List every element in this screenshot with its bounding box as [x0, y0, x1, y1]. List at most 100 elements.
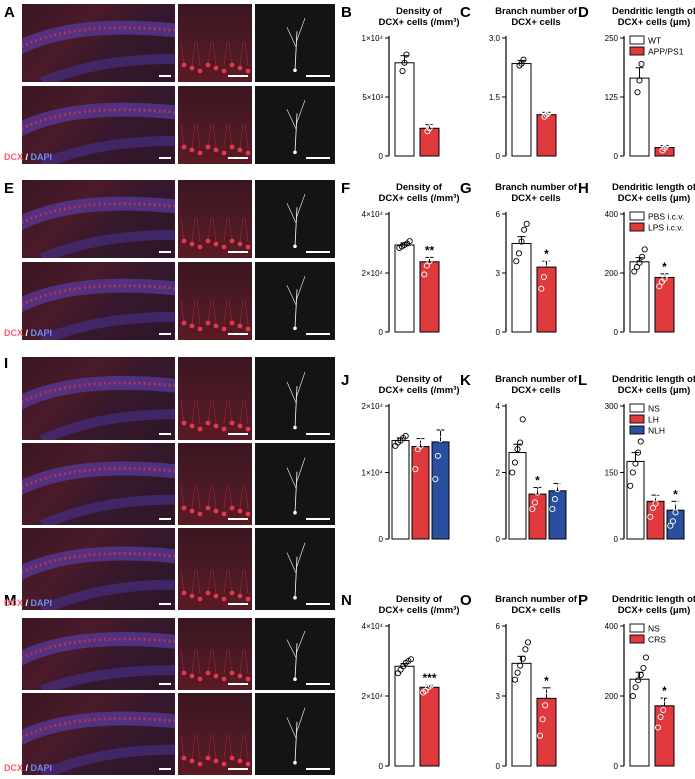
data-point	[657, 713, 664, 721]
dcx-dendrite	[212, 217, 217, 243]
dcx-cell-body	[213, 508, 219, 514]
dcx-dendrite	[196, 299, 201, 325]
row-group-label: NS	[8, 404, 19, 419]
data-point	[672, 509, 679, 516]
data-point	[518, 238, 525, 245]
scale-bar	[228, 768, 248, 770]
data-point	[636, 77, 643, 84]
data-point	[522, 646, 529, 653]
data-point	[666, 267, 673, 274]
dcx-cell-body	[237, 758, 243, 764]
panel-letter-f: F	[341, 180, 351, 197]
dcx-dendrite	[223, 41, 228, 67]
dcx-cell-body	[189, 147, 195, 153]
dcx-dendrite	[244, 299, 249, 325]
legend-swatch	[629, 634, 645, 644]
neuron-soma	[293, 150, 297, 155]
legend-label: LPS i.c.v.	[648, 223, 683, 233]
dentate-gyrus-layer-svg	[22, 375, 175, 440]
bar-ns	[508, 452, 527, 540]
chart-title-line: DCX+ cells (μm)	[618, 385, 691, 396]
data-point	[557, 482, 564, 489]
dcx-dendrite	[244, 649, 249, 675]
micrograph-neuron-trace	[255, 86, 335, 164]
data-point	[402, 432, 409, 439]
dcx-dendrite	[244, 123, 249, 149]
data-point	[537, 482, 544, 489]
dcx-cell-body	[237, 147, 243, 153]
dcx-dendrite	[196, 123, 201, 149]
dcx-cell-body	[197, 68, 203, 74]
micrograph-zoom	[178, 693, 252, 775]
scale-bar	[228, 683, 248, 685]
data-point	[637, 438, 644, 445]
scale-bar	[159, 768, 171, 770]
data-point	[635, 449, 642, 456]
legend-label: NS	[648, 624, 660, 634]
dentate-gyrus-layer-svg	[22, 20, 175, 82]
data-point	[442, 419, 449, 426]
bar-lps-i-c-v-	[654, 276, 675, 333]
micrograph-neuron-trace	[255, 180, 335, 258]
data-point	[656, 283, 663, 290]
neuron-soma	[293, 244, 297, 249]
y-tick-label: 4×10⁴	[362, 210, 384, 219]
neuron-soma	[293, 68, 297, 73]
scale-bar	[159, 433, 171, 435]
data-point	[529, 506, 536, 513]
y-tick-label: 4×10⁴	[362, 622, 384, 631]
data-point	[635, 677, 642, 684]
stain-separator: /	[23, 763, 31, 773]
dcx-cell-body	[189, 673, 195, 679]
y-tick-label: 3.0	[489, 34, 501, 43]
panel-letter-a: A	[4, 4, 15, 21]
data-point	[539, 476, 546, 483]
data-point	[514, 446, 521, 453]
dcx-cell-body	[237, 241, 243, 247]
neuron-trace-svg	[286, 193, 306, 249]
dcx-cell-body	[237, 423, 243, 429]
data-point	[551, 496, 558, 503]
micrograph-neuron-trace	[255, 443, 335, 525]
data-point	[407, 656, 415, 663]
dentate-gyrus-layer-svg	[22, 631, 175, 690]
dcx-cell-body	[245, 511, 251, 517]
data-point	[440, 426, 447, 433]
chart-title-line: Branch number of	[495, 182, 578, 193]
data-point	[421, 271, 428, 278]
data-point	[657, 482, 664, 489]
dapi-stain-text: DAPI	[30, 598, 53, 608]
y-tick-label: 3	[496, 269, 501, 278]
data-point	[513, 258, 520, 265]
neuron-dendrite	[286, 639, 297, 658]
scale-bar	[306, 603, 330, 605]
bar-lps-i-c-v-	[536, 266, 557, 333]
panel-letter-i: I	[4, 355, 9, 372]
dcx-dendrite	[191, 299, 196, 325]
scale-bar	[306, 333, 330, 335]
dcx-dendrite	[196, 484, 201, 510]
dcx-dendrite	[223, 123, 228, 149]
significance-marker: *	[544, 674, 549, 688]
chart-title-line: Density of	[396, 182, 443, 193]
y-tick-label: 200	[605, 269, 619, 278]
dcx-dendrite	[207, 217, 212, 243]
neuron-trace-svg	[286, 275, 306, 331]
scale-bar	[228, 157, 248, 159]
micrograph-zoom	[178, 357, 252, 440]
legend-label: LH	[648, 415, 659, 425]
micrograph-neuron-trace	[255, 357, 335, 440]
dapi-lower-blade	[39, 494, 175, 525]
data-point	[428, 119, 435, 127]
dcx-dendrite	[180, 649, 185, 675]
dcx-cell-body	[221, 326, 227, 332]
significance-marker: *	[544, 247, 549, 261]
neuron-soma	[293, 510, 297, 515]
y-tick-label: 0	[496, 152, 501, 161]
dcx-cell-body	[197, 326, 203, 332]
scale-bar	[306, 433, 330, 435]
dcx-cell-body	[221, 426, 227, 432]
